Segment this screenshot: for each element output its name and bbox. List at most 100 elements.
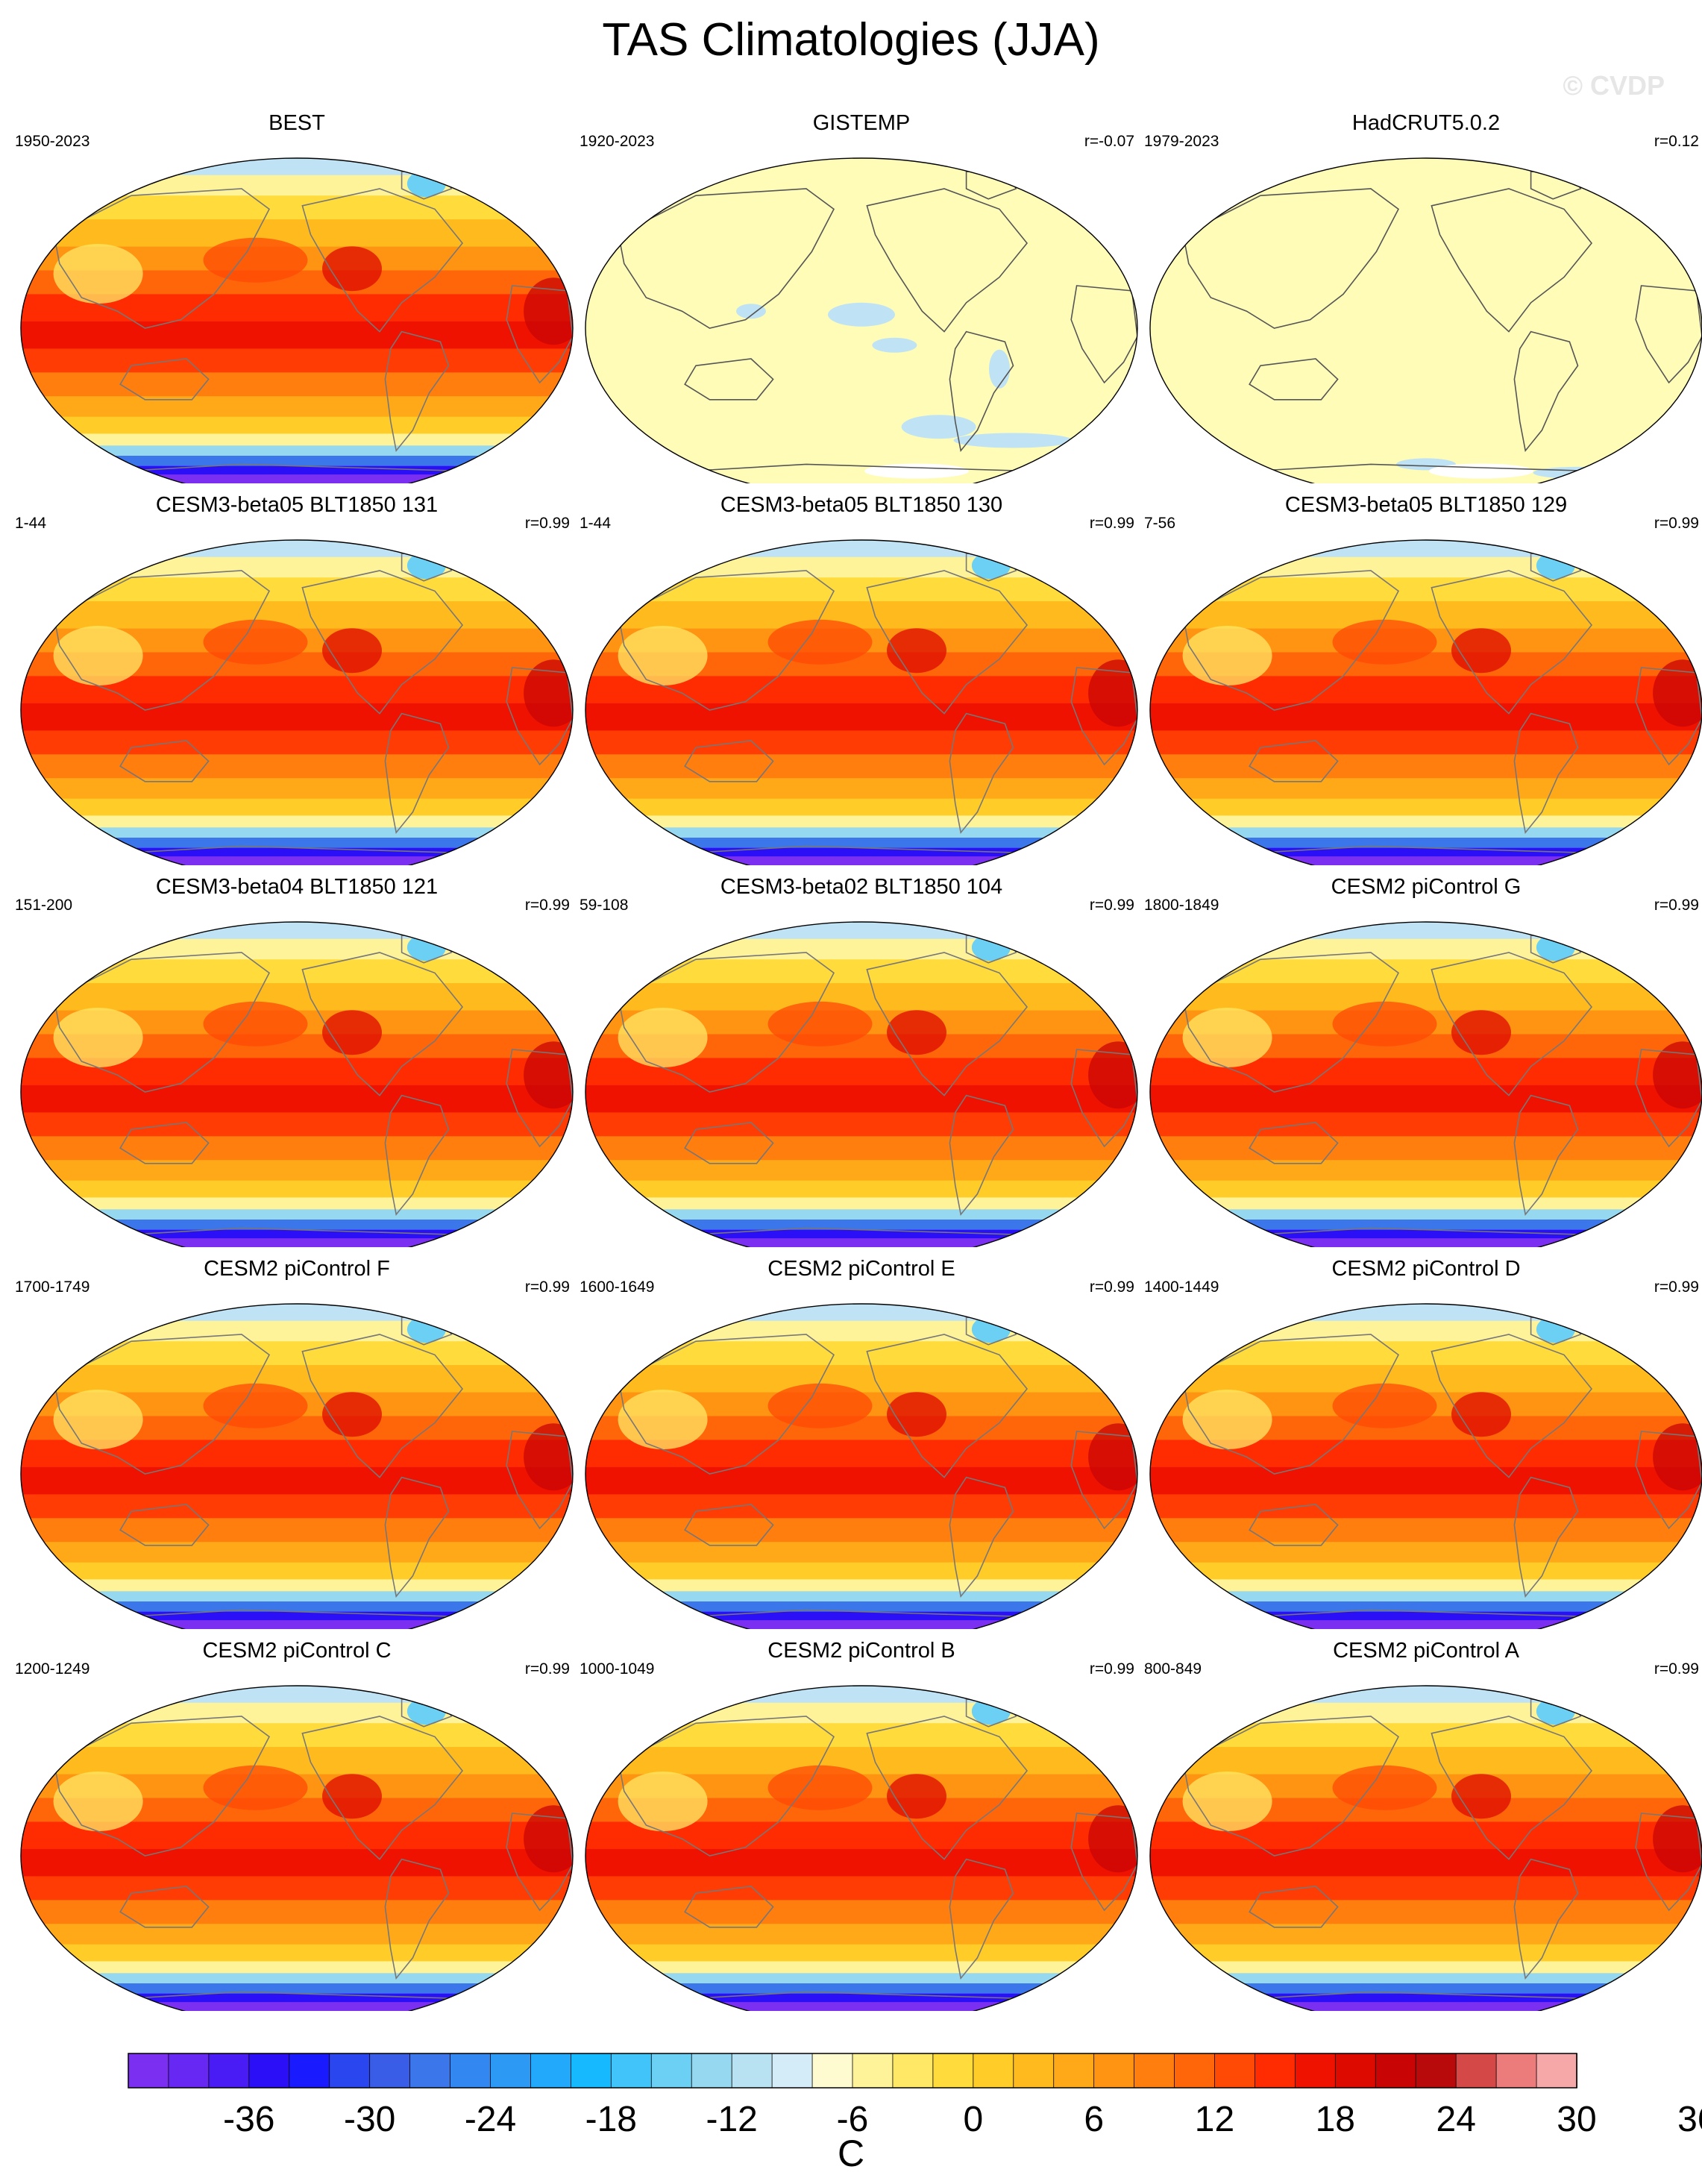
south-america-outline (1513, 330, 1579, 453)
temperature-band (585, 1983, 1137, 1995)
panel-period: 1800-1849 (1144, 897, 1219, 914)
temperature-band (1150, 1220, 1702, 1231)
hot-spot (887, 628, 946, 674)
panel-period: 1950-2023 (15, 133, 90, 150)
temperature-band (585, 1686, 1137, 1704)
asia-outline (618, 188, 835, 329)
map-plot (1149, 539, 1702, 865)
panel-period: 7-56 (1144, 515, 1176, 532)
north-america-outline (301, 188, 464, 333)
map-plot (20, 539, 574, 865)
south-america-outline (949, 1476, 1014, 1598)
temperature-band (1150, 1611, 1702, 1622)
temperature-band (1150, 577, 1702, 603)
temperature-band (21, 321, 573, 350)
map-border (20, 1303, 574, 1629)
australia-outline (119, 1122, 210, 1164)
map-panel: CESM2 piControl G 1800-1849 r=0.99 (1143, 874, 1702, 1247)
temperature-band (21, 219, 573, 248)
panel-period: 1920-2023 (580, 133, 655, 150)
map-border (1149, 1685, 1702, 2011)
map-panel: CESM2 piControl A 800-849 r=0.99 (1143, 1638, 1702, 2011)
colorbar-swatch (450, 2053, 492, 2089)
panel-period: 1-44 (15, 515, 47, 532)
temperature-band (585, 2002, 1137, 2011)
hot-spot (1332, 1383, 1437, 1428)
colorbar-outline (128, 2053, 1577, 2089)
temperature-band (1150, 1601, 1702, 1613)
panel-period: 1700-1749 (15, 1278, 90, 1296)
temperature-band (585, 1518, 1137, 1543)
temperature-band (585, 1229, 1137, 1240)
australia-outline (119, 740, 210, 782)
asia-outline (53, 570, 271, 711)
north-america-outline (1431, 188, 1593, 333)
temperature-band (1150, 1494, 1702, 1519)
hot-spot (767, 1765, 873, 1810)
temperature-band (21, 938, 573, 961)
hot-spot (203, 1383, 308, 1428)
temperature-band (585, 798, 1137, 817)
asia-outline (1182, 570, 1400, 711)
north-america-outline (866, 188, 1029, 333)
colorbar-swatch (1174, 2053, 1216, 2089)
panel-title: BEST (269, 111, 325, 135)
temperature-band (1150, 1900, 1702, 1925)
north-america-outline (1431, 952, 1593, 1096)
temperature-band (21, 922, 573, 940)
asia-outline (618, 1334, 835, 1475)
temperature-band (1150, 1542, 1702, 1563)
temperature-band (585, 1944, 1137, 1962)
temperature-band (21, 445, 573, 456)
asia-outline (1182, 952, 1400, 1093)
temperature-band (21, 1136, 573, 1161)
south-america-outline (949, 712, 1014, 835)
north-america-outline (301, 1334, 464, 1478)
temperature-band (1150, 1466, 1702, 1496)
map-plot (20, 1303, 574, 1629)
map-border (20, 539, 574, 865)
temperature-band (21, 2002, 573, 2011)
colorbar-swatch (208, 2053, 250, 2089)
temperature-band (21, 556, 573, 579)
map-panel: CESM2 piControl B 1000-1049 r=0.99 (578, 1638, 1145, 2011)
temperature-band (21, 1320, 573, 1343)
temperature-band (585, 1611, 1137, 1622)
hot-spot (887, 1392, 946, 1437)
temperature-band (585, 1961, 1137, 1974)
colorbar-swatch (1134, 2053, 1175, 2089)
hot-spot (203, 1765, 308, 1810)
panel-correlation: r=0.99 (524, 515, 570, 532)
temperature-band (585, 1136, 1137, 1161)
panel-correlation: r=0.99 (524, 1278, 570, 1296)
temperature-band (1150, 556, 1702, 579)
temperature-band (21, 1238, 573, 1247)
map-panel: GISTEMP 1920-2023 r=-0.07 (578, 110, 1145, 483)
temperature-band (21, 1611, 573, 1622)
temperature-band (1150, 601, 1702, 630)
map-border (1149, 539, 1702, 865)
map-border (20, 157, 574, 483)
panel-correlation: r=0.12 (1654, 133, 1699, 150)
temperature-band (585, 730, 1137, 756)
temperature-band (21, 416, 573, 435)
temperature-band (21, 1723, 573, 1748)
map-panel: CESM2 piControl C 1200-1249 r=0.99 (13, 1638, 580, 2011)
temperature-band (585, 1341, 1137, 1366)
temperature-band (585, 1723, 1137, 1748)
australia-outline (684, 1122, 774, 1164)
temperature-band (585, 847, 1137, 858)
panel-title: CESM3-beta05 BLT1850 131 (155, 493, 439, 517)
panel-period: 800-849 (1144, 1660, 1202, 1678)
colorbar-swatch (490, 2053, 532, 2089)
temperature-band (585, 1180, 1137, 1199)
temperature-band (585, 838, 1137, 849)
map-plot (585, 921, 1138, 1247)
map-panel: BEST 1950-2023 (13, 110, 580, 483)
panel-correlation: r=0.99 (1089, 1278, 1134, 1296)
asia-outline (1182, 188, 1400, 329)
temperature-band (585, 827, 1137, 838)
colorbar-swatch (1375, 2053, 1417, 2089)
temperature-band (21, 1209, 573, 1220)
panel-title: CESM3-beta05 BLT1850 129 (1284, 493, 1568, 517)
